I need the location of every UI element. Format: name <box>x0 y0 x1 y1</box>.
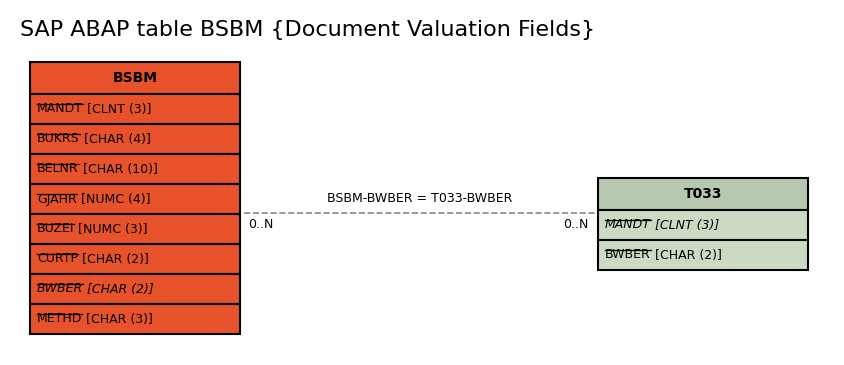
Text: BUZEI: BUZEI <box>37 223 74 235</box>
Text: [CLNT (3)]: [CLNT (3)] <box>651 219 719 231</box>
Text: [CLNT (3)]: [CLNT (3)] <box>83 103 151 115</box>
Bar <box>30 94 240 124</box>
Text: BSBM: BSBM <box>112 71 158 85</box>
Bar <box>30 274 240 304</box>
Text: BUKRS: BUKRS <box>37 132 79 146</box>
Text: MANDT: MANDT <box>37 103 83 115</box>
Text: MANDT: MANDT <box>605 219 651 231</box>
Bar <box>598 178 808 210</box>
Text: 0..N: 0..N <box>563 218 588 231</box>
Text: CURTP: CURTP <box>37 253 78 265</box>
Text: [CHAR (10)]: [CHAR (10)] <box>78 162 158 176</box>
Bar <box>30 184 240 214</box>
Text: 0..N: 0..N <box>248 218 273 231</box>
Bar <box>30 124 240 154</box>
Text: [CHAR (3)]: [CHAR (3)] <box>83 312 154 326</box>
Text: [NUMC (3)]: [NUMC (3)] <box>74 223 148 235</box>
Text: BSBM-BWBER = T033-BWBER: BSBM-BWBER = T033-BWBER <box>327 192 512 205</box>
Bar <box>598 240 808 270</box>
Text: GJAHR: GJAHR <box>37 192 77 205</box>
Text: T033: T033 <box>684 187 722 201</box>
Bar <box>30 304 240 334</box>
Text: BELNR: BELNR <box>37 162 78 176</box>
Bar <box>598 210 808 240</box>
Bar <box>30 244 240 274</box>
Bar <box>30 154 240 184</box>
Text: [CHAR (4)]: [CHAR (4)] <box>79 132 150 146</box>
Text: [NUMC (4)]: [NUMC (4)] <box>77 192 150 205</box>
Text: [CHAR (2)]: [CHAR (2)] <box>651 249 722 261</box>
Text: METHD: METHD <box>37 312 83 326</box>
Text: [CHAR (2)]: [CHAR (2)] <box>78 253 149 265</box>
Text: SAP ABAP table BSBM {Document Valuation Fields}: SAP ABAP table BSBM {Document Valuation … <box>20 20 595 40</box>
Text: BWBER: BWBER <box>605 249 651 261</box>
Text: BWBER: BWBER <box>37 283 83 296</box>
Bar <box>30 62 240 94</box>
Text: [CHAR (2)]: [CHAR (2)] <box>83 283 154 296</box>
Bar <box>30 214 240 244</box>
